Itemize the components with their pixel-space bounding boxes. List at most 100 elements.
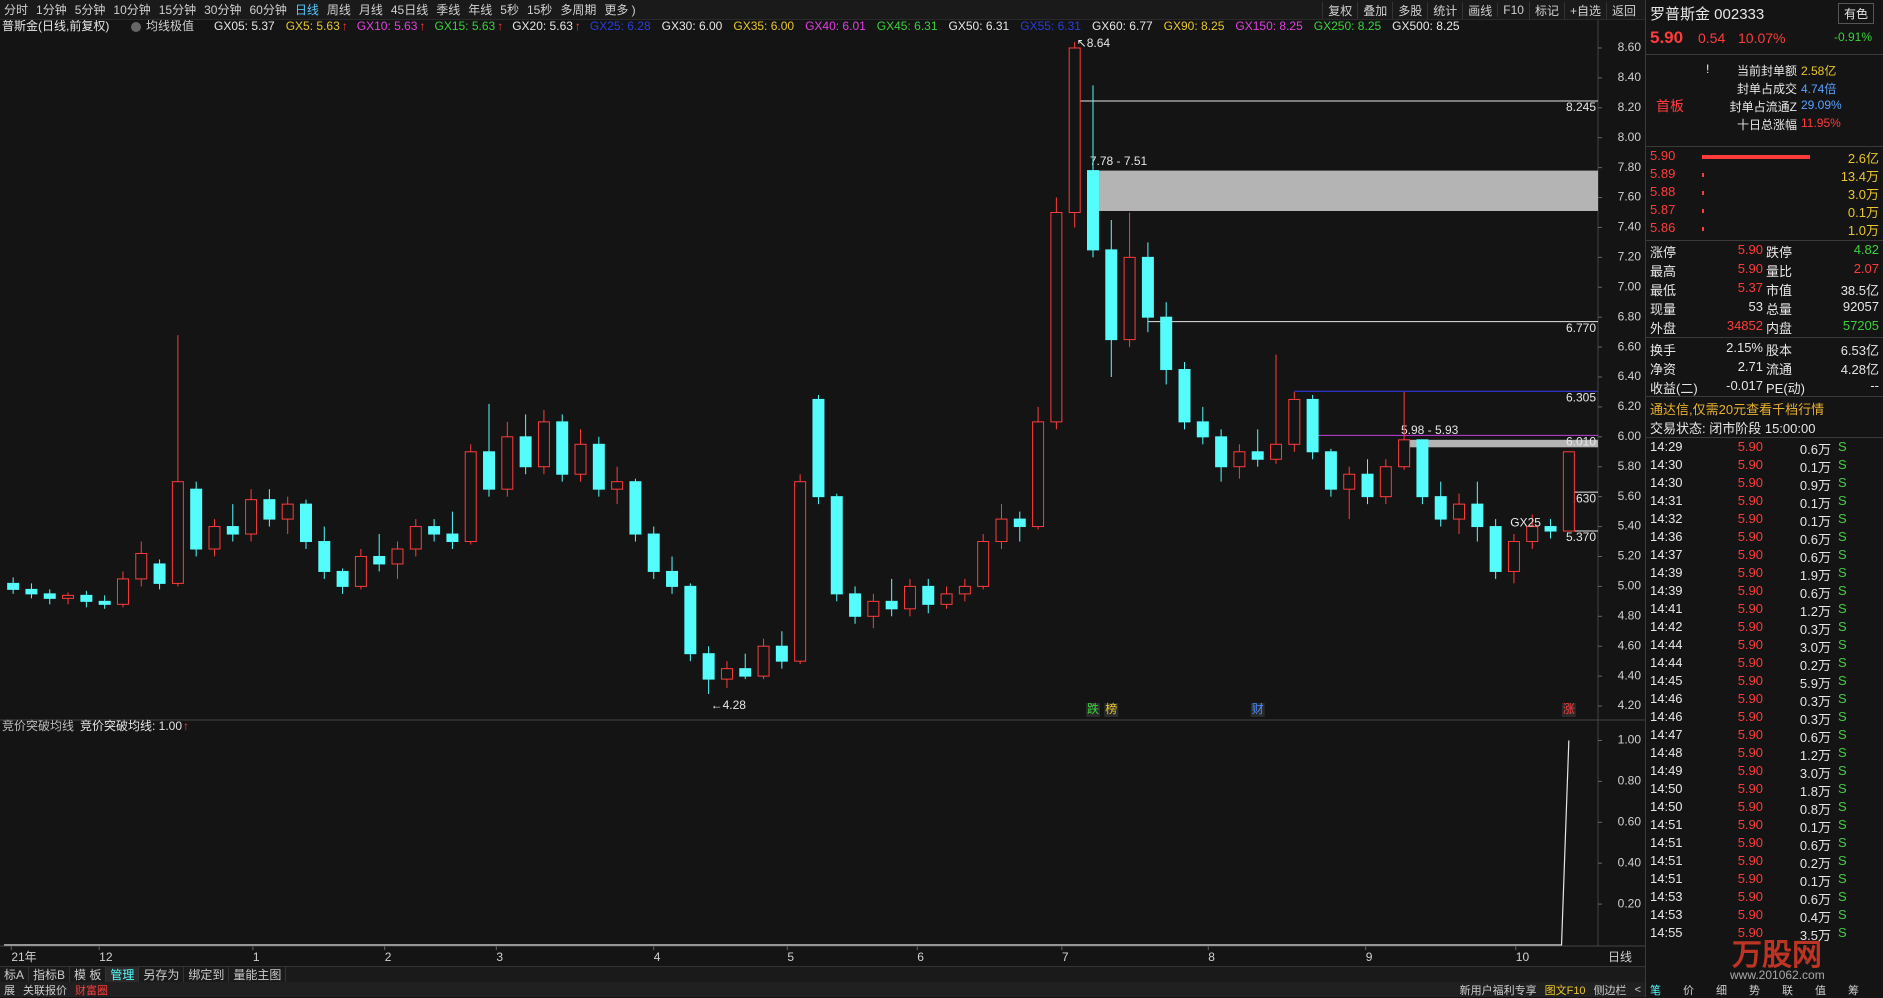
sector-badge[interactable]: 有色 xyxy=(1838,3,1875,24)
period-button[interactable]: 分时 xyxy=(4,3,29,17)
period-button[interactable]: 日线 xyxy=(294,3,319,17)
toolbar-button[interactable]: 画线 xyxy=(1462,1,1497,19)
divider xyxy=(1646,437,1883,438)
status-link[interactable]: 侧边栏 xyxy=(1593,984,1627,997)
x-tick-label: 1 xyxy=(253,950,260,964)
panel-tab[interactable]: 笔 xyxy=(1650,985,1661,997)
panel-tab[interactable]: 细 xyxy=(1716,985,1727,997)
tick-price: 5.90 xyxy=(1737,637,1763,652)
level-label: 5.370 xyxy=(1566,530,1596,544)
ma-arrow: ↑ xyxy=(342,19,348,33)
panel-tab[interactable]: 值 xyxy=(1815,985,1826,997)
tick-time: 14:49 xyxy=(1650,763,1683,778)
candle-body xyxy=(208,526,221,550)
candle-body xyxy=(25,588,38,595)
period-button[interactable]: 季线 xyxy=(436,3,461,17)
candle-body xyxy=(1196,421,1209,438)
status-link[interactable]: 新用户福利专享 xyxy=(1459,984,1537,997)
tick-time: 14:46 xyxy=(1650,709,1683,724)
ma-arrow: ↑ xyxy=(419,19,425,33)
stat-label: 现量 xyxy=(1650,302,1677,317)
period-button[interactable]: 年线 xyxy=(468,3,493,17)
period-button[interactable]: 5秒 xyxy=(500,3,519,17)
panel-tab[interactable]: 势 xyxy=(1749,985,1760,997)
toolbar-button[interactable]: 多股 xyxy=(1392,1,1427,19)
candle-body xyxy=(1123,256,1136,341)
status-link[interactable]: 关联报价 xyxy=(23,984,67,997)
tick-price: 5.90 xyxy=(1737,457,1763,472)
period-button[interactable]: 30分钟 xyxy=(204,3,242,17)
stat-value: 92057 xyxy=(1842,299,1879,314)
candle-body xyxy=(1526,526,1539,543)
period-button[interactable]: 15分钟 xyxy=(158,3,197,17)
indicator-tab[interactable]: 标A xyxy=(0,966,30,983)
toolbar-button[interactable]: F10 xyxy=(1497,3,1529,17)
tick-side: S xyxy=(1838,817,1847,832)
status-link[interactable]: 展 xyxy=(4,984,15,997)
indicator-tabs: 标A 指标B 模 板管理 另存为 绑定到 量能主图 xyxy=(0,966,1645,983)
tick-price: 5.90 xyxy=(1737,565,1763,580)
candle-body xyxy=(171,481,184,584)
tick-side: S xyxy=(1838,781,1847,796)
tick-volume: 0.6万 xyxy=(1799,532,1831,547)
status-link[interactable]: < xyxy=(1634,983,1641,996)
tick-side: S xyxy=(1838,601,1847,616)
tick-side: S xyxy=(1838,619,1847,634)
indicator-tab[interactable]: 量能主图 xyxy=(229,966,287,983)
tick-volume: 3.5万 xyxy=(1799,928,1831,943)
period-button[interactable]: 月线 xyxy=(358,3,383,17)
tick-volume: 0.6万 xyxy=(1799,730,1831,745)
indicator-tab[interactable]: 模 板 xyxy=(70,966,107,983)
tick-price: 5.90 xyxy=(1737,709,1763,724)
watermark-url: www.201062.com xyxy=(1730,968,1825,982)
period-button[interactable]: 周线 xyxy=(326,3,351,17)
chart-title: 普斯金(日线,前复权) xyxy=(2,18,109,33)
level-label: 6.305 xyxy=(1566,390,1596,404)
y-tick-label: 4.80 xyxy=(1618,608,1642,622)
bid-volume-bar xyxy=(1702,155,1810,159)
panel-tab[interactable]: 价 xyxy=(1683,985,1694,997)
period-button[interactable]: 10分钟 xyxy=(113,3,151,17)
candle-body xyxy=(592,443,605,490)
panel-tab[interactable]: 联 xyxy=(1782,985,1793,997)
stat-value: 4.82 xyxy=(1853,242,1879,257)
tick-side: S xyxy=(1838,673,1847,688)
toolbar-button[interactable]: 复权 xyxy=(1322,1,1357,19)
candle-body xyxy=(7,582,20,590)
period-button[interactable]: 15秒 xyxy=(526,3,553,17)
status-link[interactable]: 图文F10 xyxy=(1544,984,1586,997)
period-button[interactable]: 多周期 xyxy=(560,3,597,17)
indicator-tab[interactable]: 绑定到 xyxy=(184,966,230,983)
bid-volume-bar xyxy=(1702,173,1704,177)
tick-price: 5.90 xyxy=(1737,601,1763,616)
promo-text[interactable]: 通达信,仅需20元查看千档行情 xyxy=(1650,402,1825,417)
y-tick-label: 6.00 xyxy=(1618,429,1642,443)
toolbar-button[interactable]: 统计 xyxy=(1427,1,1462,19)
toolbar-button[interactable]: 标记 xyxy=(1528,1,1564,19)
toolbar-button[interactable]: 返回 xyxy=(1605,1,1641,19)
indicator-tab[interactable]: 另存为 xyxy=(139,966,185,983)
tick-volume: 0.6万 xyxy=(1799,586,1831,601)
period-button[interactable]: 1分钟 xyxy=(36,3,67,17)
candle-body xyxy=(226,526,239,535)
indicator-tab[interactable]: 指标B xyxy=(29,966,71,983)
period-button[interactable]: 60分钟 xyxy=(249,3,287,17)
period-button[interactable]: 5分钟 xyxy=(74,3,106,17)
panel-tab[interactable]: 筹 xyxy=(1848,985,1859,997)
tick-time: 14:30 xyxy=(1650,475,1683,490)
y-tick-label: 8.20 xyxy=(1618,100,1642,114)
period-button[interactable]: 45日线 xyxy=(390,3,429,17)
extreme-arrow: ← xyxy=(711,698,723,712)
candle-body xyxy=(501,436,514,490)
x-tick-label: 5 xyxy=(787,950,794,964)
status-link[interactable]: 财富圈 xyxy=(75,984,108,997)
seal-mark: ! xyxy=(1706,62,1710,76)
toolbar-button[interactable]: +自选 xyxy=(1563,1,1606,19)
candle-body xyxy=(537,421,550,468)
period-button[interactable]: 更多 ) xyxy=(604,3,636,17)
candle-body xyxy=(135,552,148,580)
indicator-tab[interactable]: 管理 xyxy=(106,966,140,983)
toolbar-button[interactable]: 叠加 xyxy=(1357,1,1392,19)
tick-volume: 0.3万 xyxy=(1799,694,1831,709)
tick-side: S xyxy=(1838,547,1847,562)
